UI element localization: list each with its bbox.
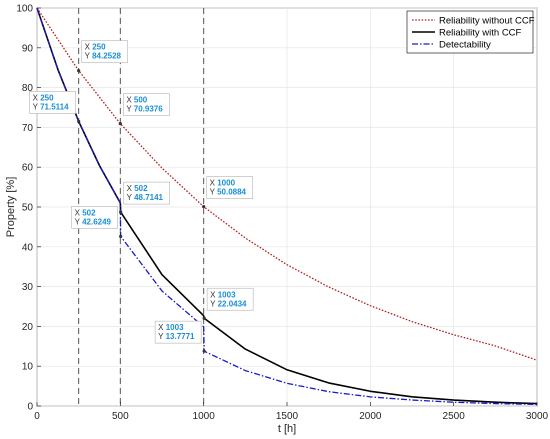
y-tick-label: 100 <box>16 4 33 15</box>
x-tick-label: 1500 <box>276 411 299 422</box>
data-tip-marker <box>202 205 206 209</box>
legend-entry: Reliability without CCF <box>439 15 535 26</box>
data-tip-y: Y 50.0884 <box>210 188 247 197</box>
x-axis-label: t [h] <box>278 423 296 435</box>
data-tip-x: X 1000 <box>210 179 236 188</box>
data-tip-marker <box>119 234 123 238</box>
data-tip-y: Y 70.9376 <box>126 105 163 114</box>
data-tip-y: Y 71.5114 <box>33 102 69 111</box>
legend-entry: Reliability with CCF <box>439 27 522 38</box>
data-tip-marker <box>202 349 206 353</box>
legend-entry: Detectability <box>439 39 491 50</box>
y-tick-label: 40 <box>22 242 34 253</box>
data-tip-box <box>71 206 119 229</box>
data-tip-box <box>123 181 171 205</box>
data-tip-x: X 502 <box>75 208 96 217</box>
data-tip-x: X 1003 <box>158 323 184 332</box>
data-tip-marker <box>119 210 123 214</box>
y-tick-label: 90 <box>22 43 34 54</box>
data-tip-y: Y 48.7141 <box>127 193 164 202</box>
data-tip-marker <box>77 119 81 123</box>
data-tip-box <box>81 40 129 64</box>
x-tick-label: 1000 <box>193 411 216 422</box>
data-tip-box <box>154 320 202 344</box>
series-line-0 <box>36 7 538 361</box>
data-tip-box <box>29 91 77 114</box>
data-tip-x: X 250 <box>85 43 106 52</box>
data-tip-marker <box>118 122 122 126</box>
y-tick-label: 10 <box>22 362 34 373</box>
y-axis-label: Property [%] <box>5 177 17 238</box>
y-tick-label: 50 <box>22 203 34 214</box>
x-tick-label: 3000 <box>526 411 549 422</box>
data-tip-y: Y 42.6249 <box>75 217 112 226</box>
y-tick-label: 70 <box>22 123 34 134</box>
y-tick-label: 20 <box>22 322 34 333</box>
data-tip-marker <box>77 69 81 73</box>
x-tick-label: 0 <box>34 411 40 422</box>
data-tip-x: X 1003 <box>210 290 236 299</box>
data-tip-marker <box>202 316 206 320</box>
x-tick-label: 500 <box>112 411 129 422</box>
data-tip-y: Y 84.2528 <box>85 52 122 61</box>
x-tick-label: 2000 <box>359 411 382 422</box>
data-tip-box <box>206 176 254 199</box>
axis-ticks: 0 500 1000 1500 2000 2500 3000 0 10 20 30 40 50 60 70 8… <box>16 4 548 423</box>
data-tip-y: Y 13.7771 <box>158 332 195 341</box>
y-tick-label: 0 <box>27 402 33 413</box>
y-tick-label: 60 <box>22 163 34 174</box>
data-tip-y: Y 22.0434 <box>210 299 247 308</box>
data-tip-x: X 500 <box>126 96 147 105</box>
data-tip-box <box>206 287 254 311</box>
x-tick-label: 2500 <box>443 411 466 422</box>
data-tip-box <box>122 93 170 117</box>
data-tip-x: X 502 <box>127 184 148 193</box>
data-tip-x: X 250 <box>33 93 54 102</box>
y-tick-label: 80 <box>22 83 34 94</box>
y-tick-label: 30 <box>22 282 34 293</box>
